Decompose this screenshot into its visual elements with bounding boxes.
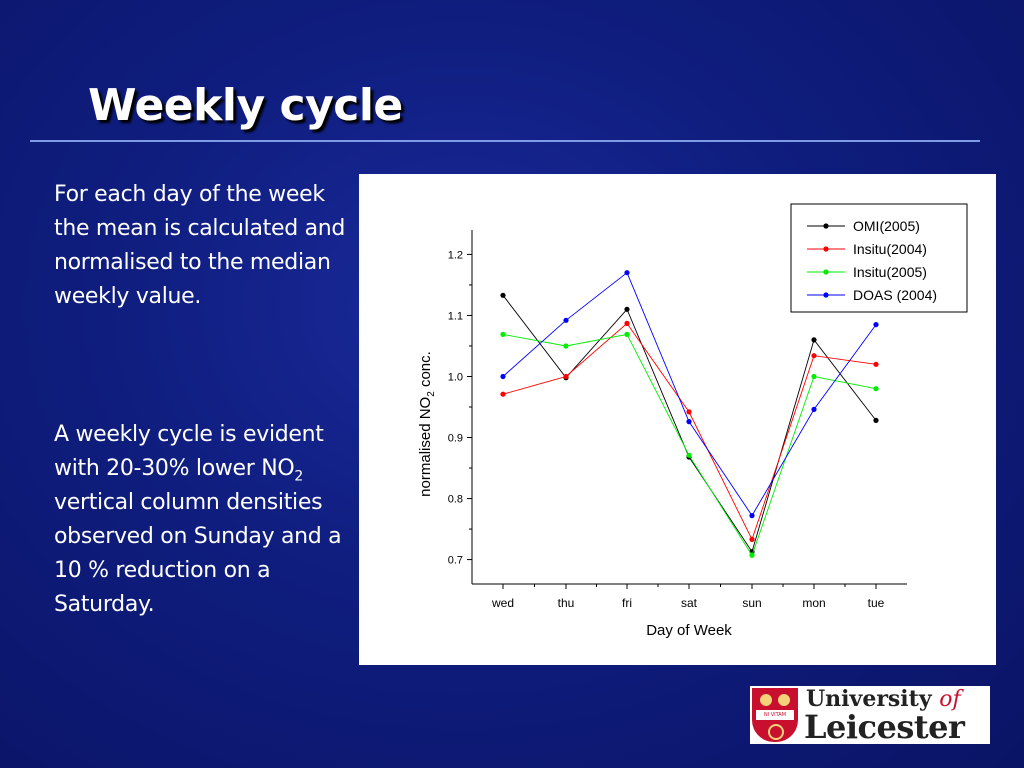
legend-marker-2 [823, 269, 829, 275]
x-tick-label-sat: sat [681, 596, 698, 610]
chart-panel: 0.7 0.8 0.9 1.0 1.1 1.2 wed thu fri sat sun mon tue … [359, 174, 996, 665]
data-point [686, 409, 692, 415]
logo-line-1: University of [806, 686, 961, 712]
data-point [811, 337, 817, 343]
data-point [624, 270, 630, 276]
data-point [811, 353, 817, 359]
data-point [873, 386, 879, 392]
legend-label-2: Insitu(2005) [853, 264, 927, 280]
para2-text-after: vertical column densities observed on Su… [54, 490, 342, 617]
data-point [749, 552, 755, 558]
legend-marker-3 [823, 292, 829, 298]
legend-box [790, 203, 968, 313]
x-tick-label-thu: thu [558, 596, 575, 610]
logo-word-leicester: Leicester [804, 708, 965, 746]
title-divider [30, 140, 980, 142]
data-point [873, 322, 879, 328]
y-axis-label-tail: conc. [417, 351, 434, 391]
data-point [686, 419, 692, 425]
description-paragraph-1: For each day of the week the mean is cal… [54, 182, 346, 309]
legend-marker-1 [823, 246, 829, 252]
logo-word-university: University [806, 686, 940, 712]
data-point [624, 331, 630, 337]
legend-label-0: OMI(2005) [853, 218, 920, 234]
data-point [500, 292, 506, 298]
data-point [563, 317, 569, 323]
y-axis-label-subscript: 2 [426, 391, 437, 397]
description-paragraph-2: A weekly cycle is evident with 20-30% lo… [54, 418, 354, 622]
legend-label-3: DOAS (2004) [853, 287, 937, 303]
series-line-2 [502, 333, 877, 557]
data-point [624, 306, 630, 312]
data-point [873, 361, 879, 367]
data-point [686, 452, 692, 458]
data-point [563, 373, 569, 380]
data-point [811, 406, 817, 412]
para2-subscript: 2 [294, 468, 304, 485]
data-point [749, 513, 755, 519]
legend-label-1: Insitu(2004) [853, 241, 927, 257]
logo-word-of: of [939, 687, 961, 712]
x-tick-label-mon: mon [802, 596, 825, 610]
slide-title: Weekly cycle [88, 80, 403, 131]
data-point [624, 320, 630, 326]
university-of-leicester-logo: NI VITAM HABEANT University of Leicester [750, 686, 990, 746]
crest-motto-band: NI VITAM HABEANT [756, 710, 794, 728]
y-axis-label: normalised NO2 conc. [417, 351, 437, 497]
x-axis-label: Day of Week [646, 622, 732, 639]
para2-text-before: A weekly cycle is evident with 20-30% lo… [54, 422, 324, 481]
x-tick-label-sun: sun [742, 596, 761, 610]
series-line-1 [502, 322, 877, 541]
data-point [749, 536, 755, 542]
x-tick-label-wed: wed [491, 596, 514, 610]
crest-icon: NI VITAM HABEANT [752, 688, 798, 742]
y-tick-label: 1.0 [448, 371, 463, 383]
y-tick-label: 0.7 [448, 555, 463, 567]
y-axis-label-main: normalised NO [417, 397, 434, 497]
y-tick-label: 1.1 [448, 310, 463, 322]
legend-marker-0 [823, 223, 829, 229]
data-point [500, 331, 506, 337]
data-point [873, 417, 879, 423]
y-tick-label: 0.9 [448, 433, 463, 445]
data-point [563, 343, 569, 349]
y-tick-label: 1.2 [448, 249, 463, 261]
data-point [811, 373, 817, 380]
x-tick-label-tue: tue [868, 596, 885, 610]
x-tick-label-fri: fri [622, 596, 632, 610]
data-point [500, 373, 506, 380]
data-point [500, 391, 506, 397]
y-tick-label: 0.8 [448, 494, 463, 506]
